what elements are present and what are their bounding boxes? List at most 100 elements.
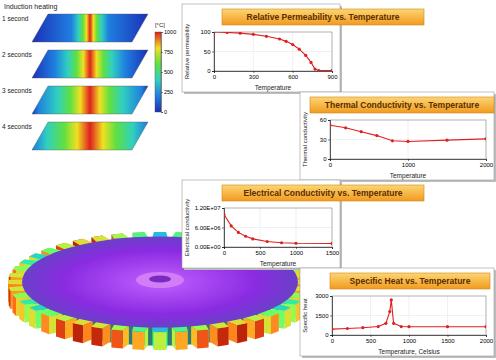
tick: 0 [323, 156, 330, 162]
point [388, 310, 391, 313]
point [244, 235, 247, 238]
strip [32, 86, 148, 114]
tick: 2000 [480, 159, 494, 168]
tick-mark [330, 335, 332, 336]
tick-mark [222, 208, 224, 209]
tick-mark [328, 120, 330, 121]
gear-hole [149, 275, 171, 282]
point [484, 137, 486, 140]
tick: 0 [213, 71, 217, 80]
tick: 2000 [480, 335, 494, 344]
tick-label: 500 [164, 69, 173, 75]
tick-mark [330, 316, 332, 317]
gear-tooth-side [41, 313, 49, 334]
plot-area [330, 124, 486, 143]
tick-label: 0 [325, 332, 329, 338]
grid-line [409, 296, 410, 335]
point [484, 325, 486, 328]
gear-tooth-side [56, 319, 65, 340]
grid [330, 120, 486, 159]
tick-label: 1000 [164, 29, 176, 35]
tick-mark [371, 335, 372, 337]
tick-label: 1.20E+07 [195, 205, 222, 211]
tick-label: 300 [249, 74, 260, 80]
tick-label: 0.00E+00 [195, 244, 222, 250]
y-axis-title: Thermal conductivity [302, 112, 308, 167]
strip [32, 14, 148, 42]
point [294, 242, 297, 245]
gear-tooth-side [285, 307, 292, 328]
tick-mark [212, 52, 214, 53]
axis-line [215, 72, 333, 74]
plot-frame [332, 296, 486, 335]
line [224, 215, 332, 244]
tick-mark [332, 247, 333, 249]
axis: 050100 [200, 29, 214, 74]
x-axis-title: Temperature [255, 84, 292, 92]
axis-line [212, 33, 215, 72]
tick-label: 1500 [315, 313, 329, 319]
tick-label: 0 [331, 338, 335, 344]
tick-mark [409, 335, 410, 337]
strip-label: 1 second [2, 15, 29, 22]
tick-mark [330, 296, 332, 297]
tick: 0 [325, 332, 332, 338]
point [239, 32, 242, 35]
tick: 1500 [441, 335, 455, 344]
grid [214, 32, 332, 71]
tick-label: 3000 [315, 293, 329, 299]
tick: 0 [161, 109, 167, 115]
point [407, 325, 410, 328]
tick: 600 [288, 71, 299, 80]
point [377, 325, 380, 328]
tick-label: 2000 [480, 162, 494, 168]
strip-label: 2 seconds [2, 51, 32, 58]
point [390, 298, 393, 301]
gear-tooth-side [237, 323, 247, 343]
tick-label: 1000 [402, 162, 416, 168]
axis-line [225, 248, 333, 250]
point [400, 325, 403, 328]
point [375, 134, 378, 137]
axis-line [162, 33, 164, 113]
strip-label: 3 seconds [2, 87, 32, 94]
tick-label: 900 [327, 74, 338, 80]
gear-tooth-top [8, 280, 24, 285]
point [361, 326, 364, 329]
point [224, 213, 226, 216]
gear-face [22, 236, 298, 327]
point [317, 69, 320, 71]
point [304, 54, 307, 57]
simulation-panel: Induction heating1 second2 seconds3 seco… [2, 3, 176, 150]
tick: 1.20E+07 [195, 205, 224, 211]
tick-label: 1500 [441, 338, 455, 344]
colorbar-label: [°C] [155, 22, 165, 28]
tick: 1500 [326, 247, 340, 256]
tick: 0 [223, 247, 227, 256]
point [214, 32, 216, 34]
tick: 30 [320, 137, 330, 143]
strip [32, 122, 148, 150]
gear-tooth-side [73, 323, 83, 343]
point [285, 40, 288, 43]
tick-label: 0 [323, 156, 327, 162]
axis: 03060 [320, 117, 331, 162]
point [298, 48, 301, 51]
tick-label: 1000 [290, 250, 304, 256]
tick: 50 [204, 49, 214, 55]
point [309, 61, 312, 64]
gear-tooth-side [218, 327, 229, 347]
tick-label: 500 [255, 250, 266, 256]
tick-label: 6.00E+06 [195, 225, 222, 231]
grid-line [292, 32, 293, 71]
grid-line [253, 32, 254, 71]
axis: 0 300 600 900 [213, 71, 338, 80]
gear-tooth-side [271, 313, 279, 334]
tick-mark [260, 247, 261, 249]
tick-mark [296, 247, 297, 249]
plot-frame [224, 208, 332, 247]
tick-mark [161, 112, 163, 113]
grid [224, 208, 332, 247]
tick: 1000 [290, 247, 304, 256]
plot-area [214, 32, 332, 71]
